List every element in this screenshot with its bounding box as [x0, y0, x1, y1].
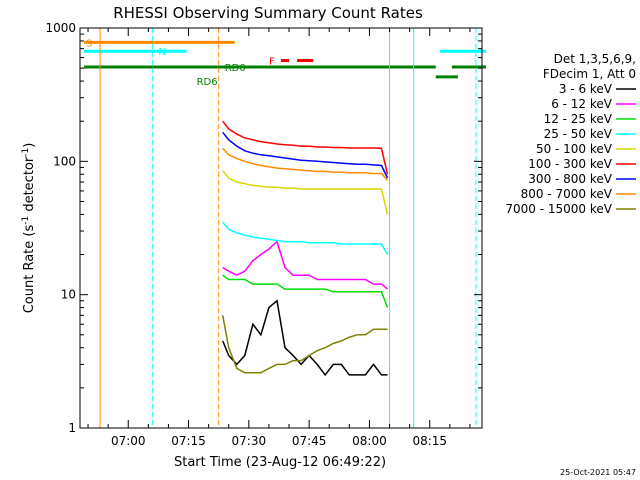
- flag-layer: S N F RD0 RD6: [84, 38, 487, 88]
- legend-label-25-50-kev: 25 - 50 keV: [544, 127, 613, 141]
- series-line-100-300-kev: [222, 120, 389, 175]
- y-label-part-2: detector: [22, 156, 37, 216]
- marker-layer: [99, 28, 477, 428]
- legend-label-50-100-kev: 50 - 100 keV: [536, 142, 613, 156]
- legend-label-7000-15000-kev: 7000 - 15000 keV: [505, 202, 612, 216]
- y-label-sup-2: -1: [21, 148, 31, 157]
- flag-label-n: N: [158, 47, 165, 58]
- y-tick-label: 100: [53, 154, 76, 168]
- legend-label-800-7000-kev: 800 - 7000 keV: [521, 187, 613, 201]
- legend-header-2: FDecim 1, Att 0: [543, 67, 636, 81]
- y-axis-label: Count Rate (s-1 detector-1): [21, 143, 37, 314]
- series-layer: [221, 120, 389, 377]
- x-axis-label: Start Time (23-Aug-12 06:49:22): [174, 455, 386, 470]
- y-axis: 1 10 100 1000: [45, 21, 482, 435]
- legend-label-6-12-kev: 6 - 12 keV: [551, 97, 613, 111]
- footer-timestamp: 25-Oct-2021 05:47: [560, 468, 636, 477]
- x-tick-label: 08:15: [412, 434, 447, 448]
- legend-label-3-6-kev: 3 - 6 keV: [559, 82, 613, 96]
- chart-title: RHESSI Observing Summary Count Rates: [113, 4, 423, 22]
- legend-label-12-25-kev: 12 - 25 keV: [544, 112, 613, 126]
- y-label-part-3: ): [22, 143, 37, 148]
- y-tick-label: 1: [68, 421, 76, 435]
- flag-label-rd0: RD0: [225, 63, 246, 74]
- legend-label-300-800-kev: 300 - 800 keV: [528, 172, 612, 186]
- flag-label-rd6: RD6: [197, 77, 218, 88]
- x-tick-label: 08:00: [352, 434, 387, 448]
- series-line-3-6-kev: [222, 299, 388, 377]
- series-line-800-7000-kev: [222, 147, 389, 181]
- series-line-6-12-kev: [222, 240, 388, 290]
- series-line-7000-15000-kev: [221, 315, 388, 374]
- plot-frame: [79, 27, 483, 429]
- y-label-part-1: Count Rate (s: [22, 225, 37, 314]
- x-tick-label: 07:45: [292, 434, 327, 448]
- series-line-300-800-kev: [222, 131, 389, 179]
- legend-label-100-300-kev: 100 - 300 keV: [528, 157, 612, 171]
- legend-header-1: Det 1,3,5,6,9,: [554, 52, 636, 66]
- legend: Det 1,3,5,6,9, FDecim 1, Att 0 3 - 6 keV…: [505, 52, 636, 216]
- x-axis: 07:00 07:15 07:30 07:45 08:00 08:15: [87, 28, 471, 448]
- flag-label-f: F: [269, 57, 275, 68]
- series-line-12-25-kev: [222, 274, 389, 308]
- x-tick-label: 07:15: [171, 434, 206, 448]
- series-line-50-100-kev: [222, 170, 389, 215]
- x-tick-label: 07:00: [111, 434, 146, 448]
- flag-label-s: S: [86, 38, 92, 49]
- y-tick-label: 10: [61, 288, 76, 302]
- y-tick-label: 1000: [45, 21, 76, 35]
- x-tick-label: 07:30: [232, 434, 267, 448]
- series-line-25-50-kev: [222, 221, 389, 255]
- y-label-sup-1: -1: [21, 216, 31, 225]
